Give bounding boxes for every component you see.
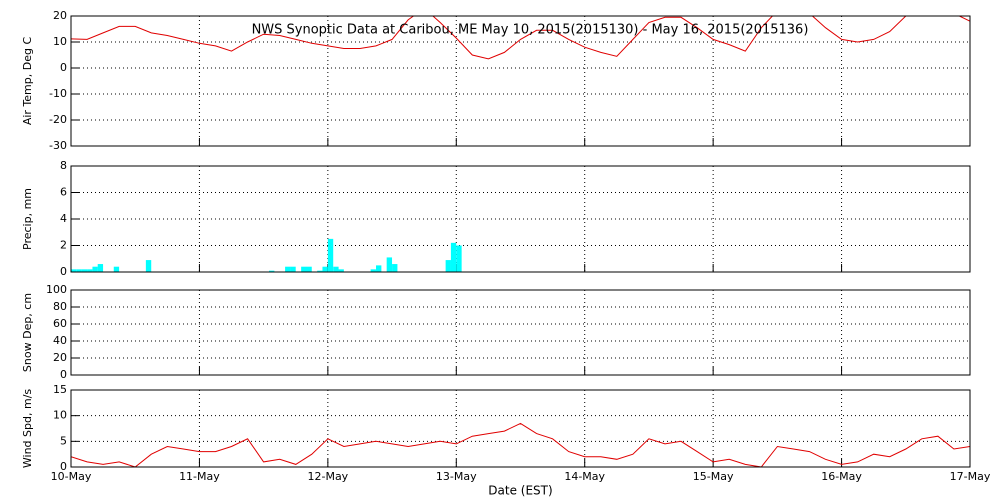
bar [327,238,334,272]
y-tick-label: 5 [60,434,67,447]
bar [92,266,98,272]
y-axis-label: Wind Spd, m/s [21,389,34,469]
y-tick-label: 4 [60,212,67,225]
data-line [71,422,970,467]
bar [97,264,104,272]
bar [87,269,93,272]
x-axis-label: Date (EST) [488,484,552,498]
panel-frame [70,15,971,147]
bar [392,264,398,272]
y-tick-label: 10 [53,35,67,48]
bar [370,269,376,272]
bar [333,266,339,272]
y-tick-label: 10 [53,409,67,422]
y-tick-label: 100 [46,283,67,296]
plot-area [71,16,970,60]
panel-frame [70,389,971,468]
y-tick-label: 15 [53,383,67,396]
y-tick-label: 60 [53,317,67,330]
x-tick-label: 10-May [51,470,92,483]
bar [322,266,328,272]
bar [306,266,312,272]
y-axis-label: Air Temp, Deg C [21,37,34,126]
plot-area [71,238,462,272]
y-tick-label: 20 [53,9,67,22]
bar [71,269,77,272]
bar [450,242,457,272]
y-tick-label: 0 [60,460,67,473]
data-line [71,16,970,60]
y-axis-label: Precip, mm [21,188,34,250]
x-tick-label: 15-May [693,470,734,483]
y-tick-label: 2 [60,239,67,252]
bar [301,266,307,272]
bar [386,257,393,272]
y-tick-label: -10 [49,87,67,100]
bar [269,270,275,272]
y-tick-label: 80 [53,300,67,313]
x-tick-label: 12-May [307,470,348,483]
chart-title: NWS Synoptic Data at Caribou, ME May 10,… [252,23,809,38]
bar [290,266,296,272]
bar [456,245,462,272]
y-tick-label: 40 [53,334,67,347]
bar [81,269,88,272]
bar [317,270,323,272]
y-tick-label: 0 [60,265,67,278]
panel-frame [70,289,971,376]
bar [445,260,451,272]
panel-frame [70,165,971,273]
y-axis-label: Snow Dep, cm [21,293,34,372]
x-tick-label: 17-May [950,470,991,483]
y-tick-label: 6 [60,186,67,199]
y-tick-label: 8 [60,159,67,172]
bar [113,266,120,272]
y-tick-label: 20 [53,351,67,364]
x-tick-label: 16-May [821,470,862,483]
y-tick-label: -20 [49,113,67,126]
x-tick-label: 13-May [436,470,477,483]
bar [76,269,82,272]
plot-area [71,422,970,467]
y-tick-label: 0 [60,368,67,381]
y-tick-label: -30 [49,139,67,152]
x-tick-label: 11-May [179,470,220,483]
bar [285,266,291,272]
y-tick-label: 0 [60,61,67,74]
x-tick-label: 14-May [564,470,605,483]
bar [338,269,344,272]
bar [376,265,382,272]
bar [145,260,152,272]
